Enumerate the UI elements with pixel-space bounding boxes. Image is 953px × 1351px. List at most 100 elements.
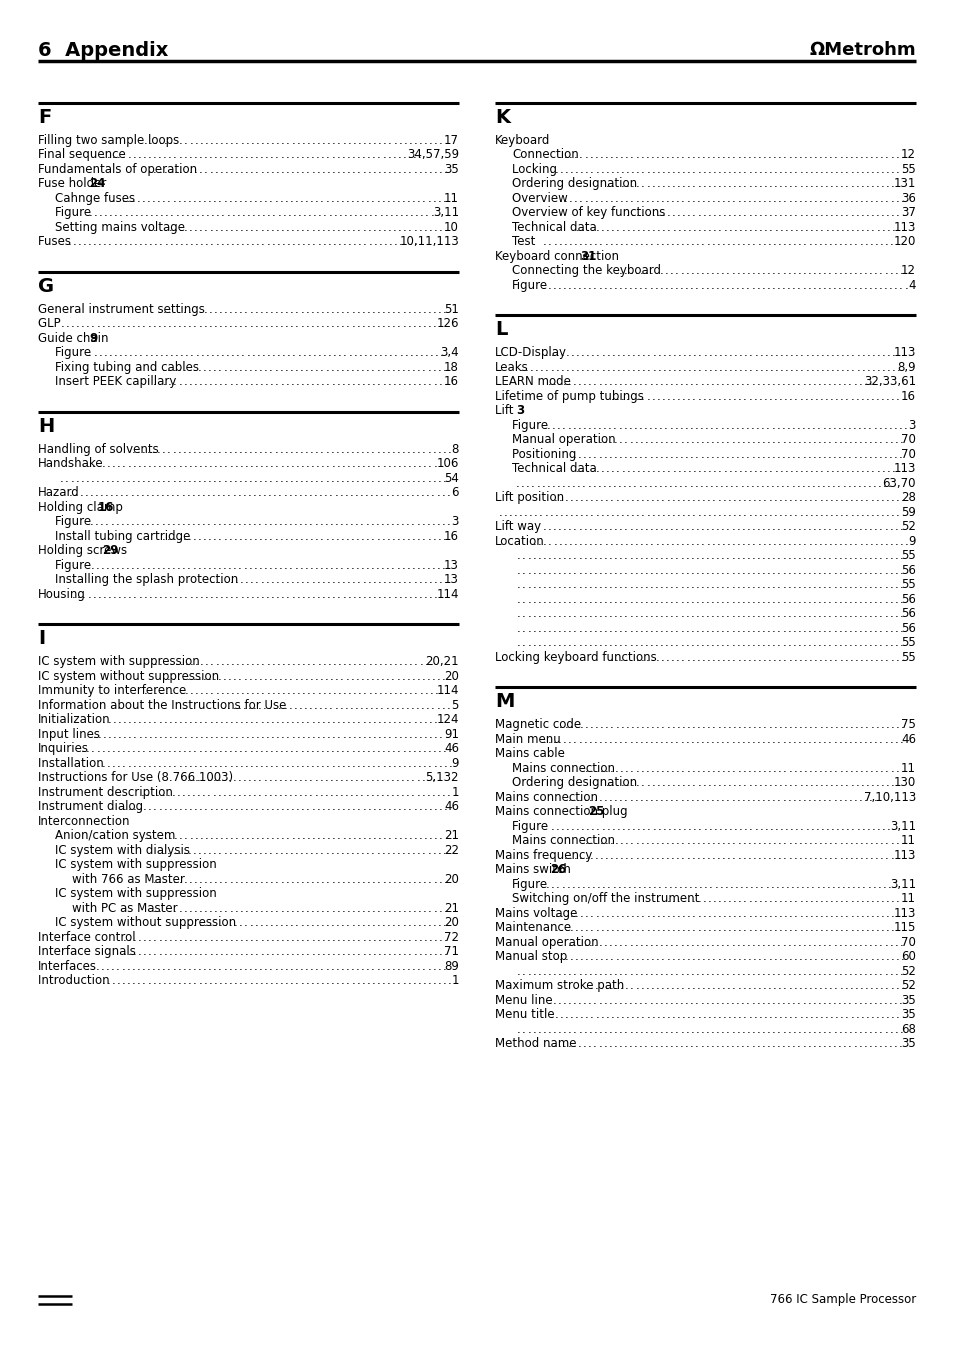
Text: .: .: [330, 843, 334, 857]
Text: .: .: [573, 550, 577, 562]
Text: .: .: [871, 820, 875, 832]
Text: .: .: [270, 149, 274, 161]
Text: .: .: [172, 974, 176, 988]
Text: .: .: [531, 477, 535, 490]
Text: .: .: [639, 1023, 642, 1036]
Text: .: .: [362, 728, 366, 740]
Text: .: .: [623, 578, 627, 592]
Text: .: .: [618, 563, 622, 577]
Text: .: .: [314, 443, 318, 455]
Text: .: .: [637, 361, 640, 374]
Text: .: .: [877, 477, 881, 490]
Text: .: .: [185, 207, 189, 219]
Text: .: .: [696, 762, 700, 774]
Text: 8: 8: [451, 443, 458, 455]
Text: .: .: [690, 636, 694, 650]
Text: .: .: [625, 921, 629, 934]
Text: .: .: [817, 447, 821, 461]
Text: .: .: [827, 434, 831, 446]
Text: .: .: [335, 515, 338, 528]
Text: .: .: [860, 777, 863, 789]
Text: .: .: [814, 177, 818, 190]
Text: .: .: [239, 376, 243, 388]
Text: .: .: [568, 550, 571, 562]
Text: .: .: [437, 192, 441, 205]
Text: .: .: [710, 1023, 714, 1036]
Text: .: .: [403, 163, 406, 176]
Text: .: .: [848, 979, 852, 992]
Text: .: .: [326, 149, 330, 161]
Text: .: .: [137, 149, 141, 161]
Text: .: .: [209, 376, 213, 388]
Text: .: .: [890, 892, 894, 905]
Text: .: .: [152, 192, 155, 205]
Text: .: .: [549, 163, 553, 176]
Text: .: .: [901, 892, 904, 905]
Text: .: .: [813, 762, 817, 774]
Text: .: .: [858, 520, 862, 534]
Text: .: .: [853, 235, 857, 249]
Text: .: .: [98, 346, 102, 359]
Text: .: .: [828, 535, 832, 547]
Text: .: .: [412, 471, 416, 485]
Text: .: .: [894, 550, 898, 562]
Text: .: .: [244, 916, 248, 929]
Text: .: .: [345, 515, 348, 528]
Text: .: .: [583, 1023, 587, 1036]
Text: .: .: [193, 873, 197, 886]
Text: .: .: [614, 732, 618, 746]
Text: .: .: [875, 777, 879, 789]
Text: .: .: [848, 434, 851, 446]
Text: .: .: [829, 950, 832, 963]
Text: .: .: [869, 651, 873, 663]
Text: .: .: [66, 317, 70, 330]
Text: 46: 46: [443, 742, 458, 755]
Text: .: .: [243, 785, 247, 798]
Text: .: .: [248, 486, 251, 500]
Text: .: .: [605, 222, 609, 234]
Text: .: .: [376, 149, 380, 161]
Text: .: .: [380, 670, 384, 682]
Text: .: .: [97, 588, 101, 601]
Text: .: .: [675, 520, 679, 534]
Text: .: .: [421, 670, 425, 682]
Text: .: .: [367, 713, 371, 725]
Text: .: .: [182, 530, 186, 543]
Text: .: .: [759, 820, 762, 832]
Text: .: .: [841, 820, 843, 832]
Text: .: .: [258, 559, 262, 571]
Text: .: .: [432, 843, 436, 857]
Text: .: .: [97, 728, 101, 740]
Text: .: .: [701, 921, 705, 934]
Text: .: .: [209, 946, 213, 958]
Text: .: .: [801, 936, 805, 948]
Text: .: .: [900, 834, 903, 847]
Text: .: .: [213, 873, 217, 886]
Text: .: .: [361, 376, 365, 388]
Text: .: .: [649, 1023, 653, 1036]
Text: .: .: [823, 492, 827, 504]
Text: .: .: [813, 979, 817, 992]
Text: .: .: [898, 419, 902, 432]
Text: .: .: [300, 916, 304, 929]
Text: .: .: [204, 873, 208, 886]
Text: .: .: [731, 732, 735, 746]
Text: .: .: [412, 192, 416, 205]
Text: .: .: [599, 762, 602, 774]
Text: .: .: [142, 742, 146, 755]
Text: .: .: [374, 346, 377, 359]
Text: .: .: [818, 192, 821, 205]
Text: .: .: [649, 790, 653, 804]
Text: .: .: [645, 149, 649, 161]
Text: .: .: [837, 419, 841, 432]
Text: .: .: [260, 222, 264, 234]
Text: .: .: [690, 578, 694, 592]
Text: 16: 16: [443, 376, 458, 388]
Text: .: .: [829, 1008, 833, 1021]
Text: .: .: [835, 820, 839, 832]
Text: .: .: [879, 621, 882, 635]
Text: .: .: [618, 965, 622, 978]
Text: .: .: [448, 757, 452, 770]
Text: .: .: [355, 443, 359, 455]
Text: .: .: [372, 149, 375, 161]
